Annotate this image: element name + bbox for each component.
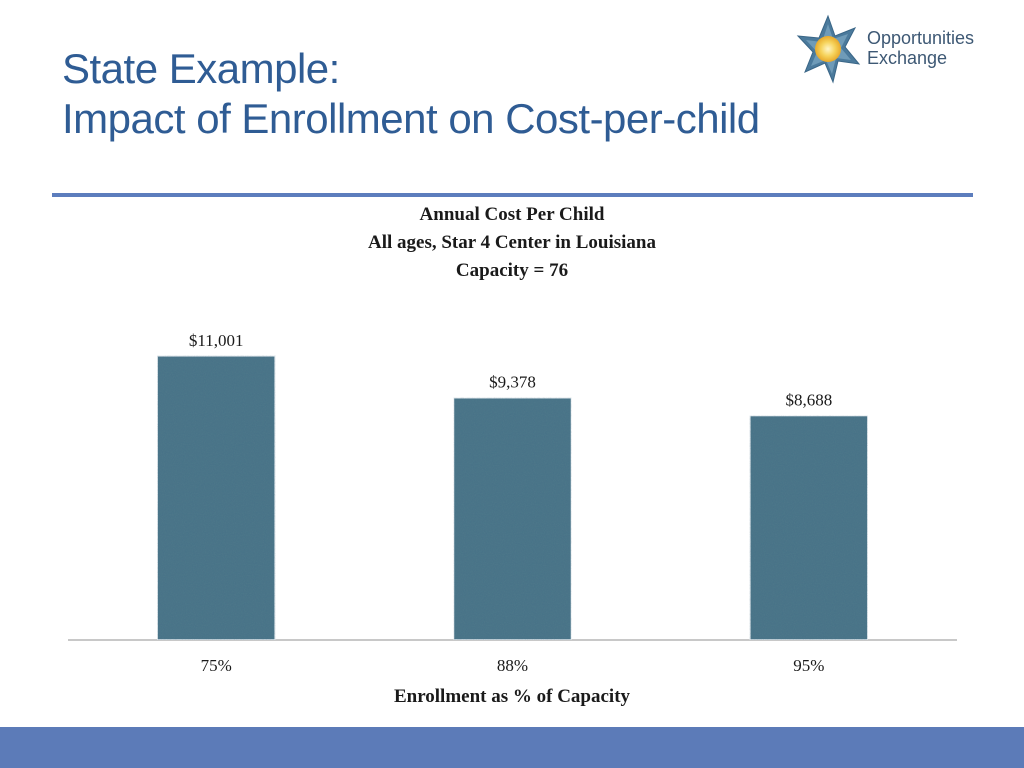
slide-title-line1: State Example:: [62, 45, 340, 92]
title-divider: [52, 193, 973, 197]
bar-95pct: [749, 414, 869, 641]
star-logo-icon: [796, 14, 861, 84]
logo-line2: Exchange: [867, 48, 948, 68]
data-label: $11,001: [189, 331, 244, 350]
x-tick-label: 75%: [201, 656, 232, 675]
chart-title: Annual Cost Per Child: [419, 204, 605, 225]
x-tick-label: 95%: [793, 656, 824, 675]
logo-text: Opportunities Exchange: [867, 28, 974, 68]
x-axis-label: Enrollment as % of Capacity: [394, 686, 631, 707]
footer-bar: [0, 727, 1024, 768]
opportunities-exchange-logo: Opportunities Exchange: [795, 14, 995, 84]
bar-75pct: [156, 355, 276, 641]
x-tick-label: 88%: [497, 656, 528, 675]
data-label: $9,378: [489, 373, 536, 392]
data-label: $8,688: [785, 391, 832, 410]
slide-title-line2: Impact of Enrollment on Cost-per-child: [62, 95, 760, 142]
chart-subtitle-line1: All ages, Star 4 Center in Louisiana: [367, 232, 656, 253]
chart-title-block: Annual Cost Per Child All ages, Star 4 C…: [0, 201, 1024, 285]
bar-88pct: [452, 396, 573, 641]
chart-subtitle-line2: Capacity = 76: [455, 260, 569, 281]
logo-line1: Opportunities: [867, 28, 975, 48]
slide-title: State Example: Impact of Enrollment on C…: [62, 44, 760, 144]
